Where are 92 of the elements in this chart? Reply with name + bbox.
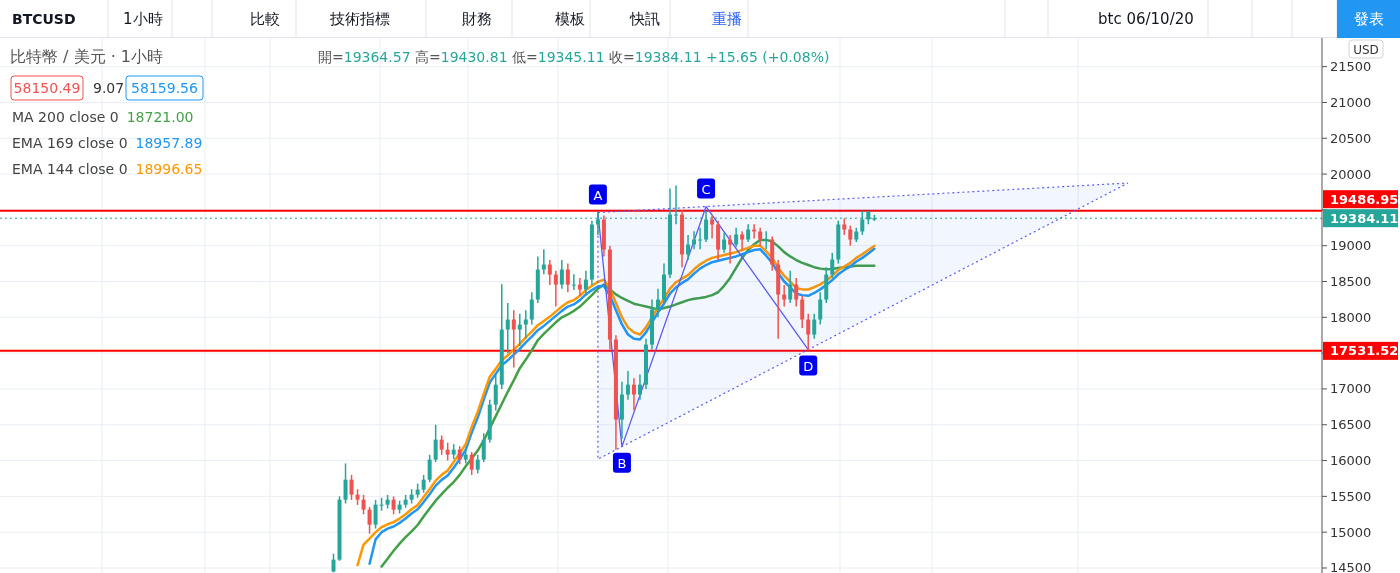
text: 財務 [462,10,492,28]
text: 快訊 [629,10,660,28]
candlestick [475,454,480,475]
candlestick [692,230,697,251]
candlestick [830,252,835,279]
candlestick [734,227,739,248]
candlestick [625,370,630,401]
annotation: 9.07 [93,80,125,96]
ref-line-label: 19384.11 [1330,210,1399,226]
candlestick [583,270,588,297]
annotation: D [803,358,814,374]
text: 1小時 [123,10,163,28]
y-tick-label: 14500 [1330,560,1372,573]
candlestick [541,248,546,276]
y-tick-label: 21000 [1330,94,1372,110]
candlestick [794,277,799,308]
candlestick [812,312,817,340]
y-tick-label: 20000 [1330,166,1372,182]
ref-line-label: 19486.95 [1330,191,1399,207]
candlestick [481,432,486,463]
candlestick [523,309,528,340]
y-tick-label: 18500 [1330,274,1372,290]
candlestick [782,284,787,308]
annotation: 18721.00 [126,109,194,125]
annotation: 58159.56 [131,80,198,96]
candlestick [800,295,805,329]
candlestick [740,230,745,251]
candlestick [631,377,636,412]
candlestick [529,291,534,326]
annotation: 18996.65 [135,161,203,177]
annotation: EMA 169 close 0 [12,135,128,151]
candlestick [553,270,558,308]
text: BTCUSD [12,11,76,27]
y-tick-label: 15500 [1330,488,1372,504]
candlestick [427,454,432,483]
candlestick [559,259,564,290]
y-tick-label: 20500 [1330,130,1372,146]
candlestick [547,259,552,286]
text: 發表 [1354,10,1384,28]
y-tick-label: 18000 [1330,309,1372,325]
candlestick [493,373,498,412]
candlestick [818,291,823,326]
candlestick [637,373,642,401]
candlestick [439,434,444,456]
candlestick [373,499,378,530]
candlestick [686,234,691,261]
candlestick [752,223,757,240]
candlestick [433,424,438,463]
text: 重播 [712,10,742,28]
candlestick [511,309,516,369]
candlestick [728,234,733,265]
candlestick [361,494,366,516]
y-tick-label: 15000 [1330,524,1372,540]
candlestick [505,302,510,354]
annotation: C [701,181,711,197]
annotation: 58150.49 [13,80,81,96]
candlestick [367,506,372,535]
y-tick-label: 16500 [1330,417,1372,433]
text: 比特幣 / 美元 · 1小時 [10,47,163,66]
candlestick [704,210,709,243]
y-tick-label: 17000 [1330,381,1372,397]
candlestick [469,451,474,476]
candlestick [806,312,811,352]
candlestick [710,214,715,240]
candlestick [571,273,576,291]
candlestick [722,232,727,254]
annotation: EMA 144 close 0 [12,161,128,177]
y-tick-label: 21500 [1330,59,1372,75]
candlestick [848,224,853,247]
text: 技術指標 [329,10,390,28]
text: 開=19364.57 高=19430.81 低=19345.11 收=19384.11 +15.65 (+0.08%) [318,49,830,65]
text: USD [1353,43,1379,57]
y-tick-label: 19000 [1330,238,1372,254]
candlestick [656,287,660,319]
text: 比較 [250,10,280,28]
annotation: B [617,455,627,471]
candlestick [343,462,348,505]
candlestick [349,474,354,501]
text: btc 06/10/20 [1098,10,1194,28]
candlestick [517,312,522,347]
candlestick [674,184,679,225]
text: 模板 [555,10,585,28]
candlestick [565,262,570,293]
candlestick [764,230,769,251]
candlestick [698,227,703,251]
ref-line-label: 17531.52 [1330,343,1399,359]
annotation: 18957.89 [135,135,203,151]
y-tick-label: 16000 [1330,453,1372,469]
candlestick [788,270,793,304]
annotation: A [593,187,603,203]
annotation: MA 200 close 0 [12,109,119,125]
candlestick [577,277,582,297]
